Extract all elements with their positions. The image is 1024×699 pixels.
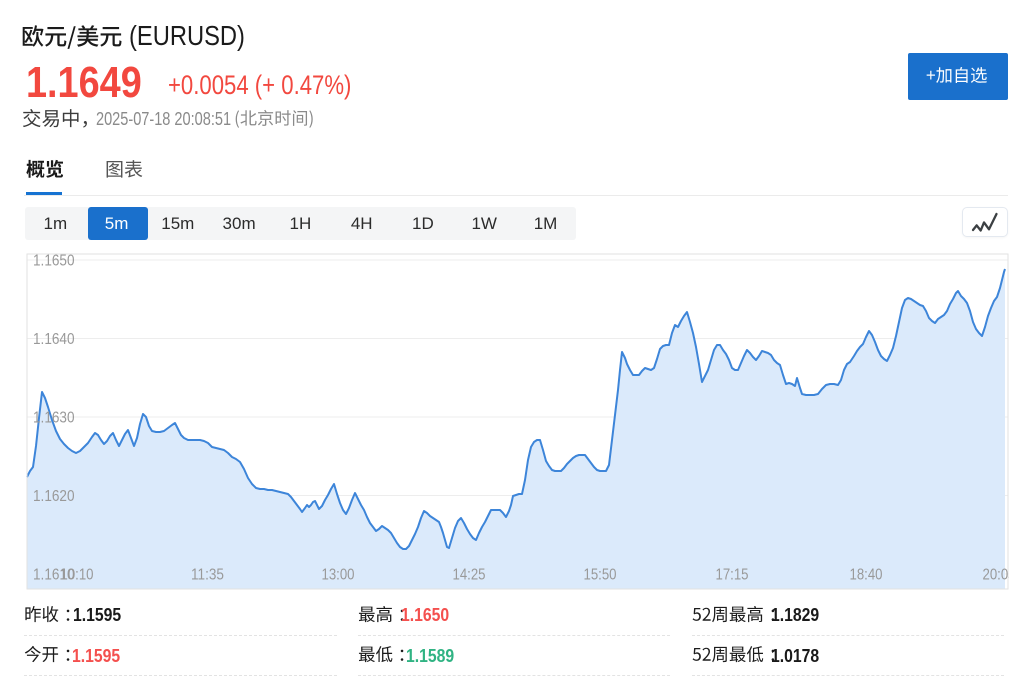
svg-text:1.1650: 1.1650 [33,253,75,270]
svg-text:1.1630: 1.1630 [33,410,75,427]
svg-text:10:10: 10:10 [61,567,94,584]
svg-text:18:40: 18:40 [850,567,883,584]
svg-text:15:50: 15:50 [584,567,617,584]
svg-text:20:05: 20:05 [983,567,1016,584]
svg-text:1.1640: 1.1640 [33,331,75,348]
svg-text:1.1620: 1.1620 [33,488,75,505]
svg-text:13:00: 13:00 [322,567,355,584]
svg-text:17:15: 17:15 [716,567,749,584]
svg-text:1.1610: 1.1610 [33,567,75,584]
svg-text:11:35: 11:35 [191,567,224,584]
svg-text:14:25: 14:25 [453,567,486,584]
